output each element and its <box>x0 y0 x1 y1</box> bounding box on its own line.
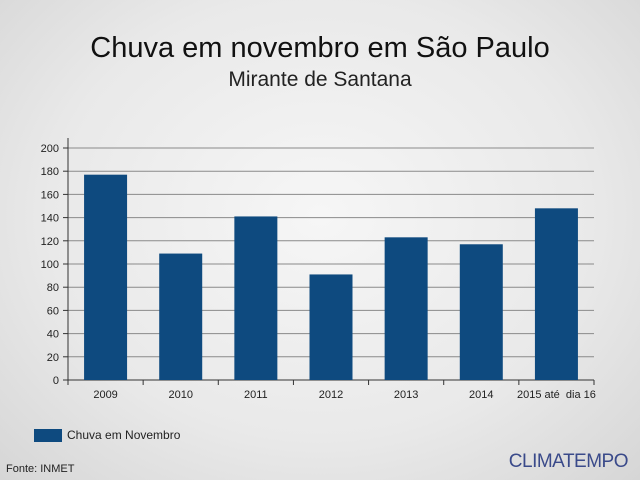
bar <box>384 237 428 380</box>
x-tick-label: 2015 até dia 16 <box>517 389 596 401</box>
y-tick-label: 0 <box>53 375 59 387</box>
bar <box>159 253 203 380</box>
y-tick-label: 160 <box>41 189 59 201</box>
chart-subtitle: Mirante de Santana <box>228 68 412 91</box>
bar <box>534 208 578 380</box>
bar <box>234 216 278 380</box>
x-tick-label: 2012 <box>319 389 343 401</box>
bar <box>309 274 353 380</box>
y-tick-label: 140 <box>41 213 59 225</box>
brand-logo: CLIMATEMPO <box>508 451 629 472</box>
x-tick-label: 2010 <box>168 389 192 401</box>
y-tick-label: 60 <box>47 305 59 317</box>
y-tick-label: 20 <box>47 352 59 364</box>
legend: Chuva em Novembro <box>34 428 180 442</box>
bar <box>84 174 128 380</box>
y-tick-label: 100 <box>41 259 59 271</box>
bar <box>459 244 503 380</box>
source-note: Fonte: INMET <box>6 463 75 475</box>
y-tick-label: 200 <box>41 143 59 155</box>
x-tick-label: 2014 <box>469 389 493 401</box>
x-tick-label: 2009 <box>93 389 117 401</box>
y-tick-label: 40 <box>47 329 59 341</box>
legend-swatch <box>34 428 62 442</box>
y-tick-label: 180 <box>41 166 59 178</box>
x-tick-label: 2013 <box>394 389 418 401</box>
y-tick-label: 80 <box>47 282 59 294</box>
chart-title: Chuva em novembro em São Paulo <box>90 32 550 64</box>
y-tick-label: 120 <box>41 236 59 248</box>
legend-label: Chuva em Novembro <box>67 428 181 442</box>
x-tick-label: 2011 <box>244 389 268 401</box>
